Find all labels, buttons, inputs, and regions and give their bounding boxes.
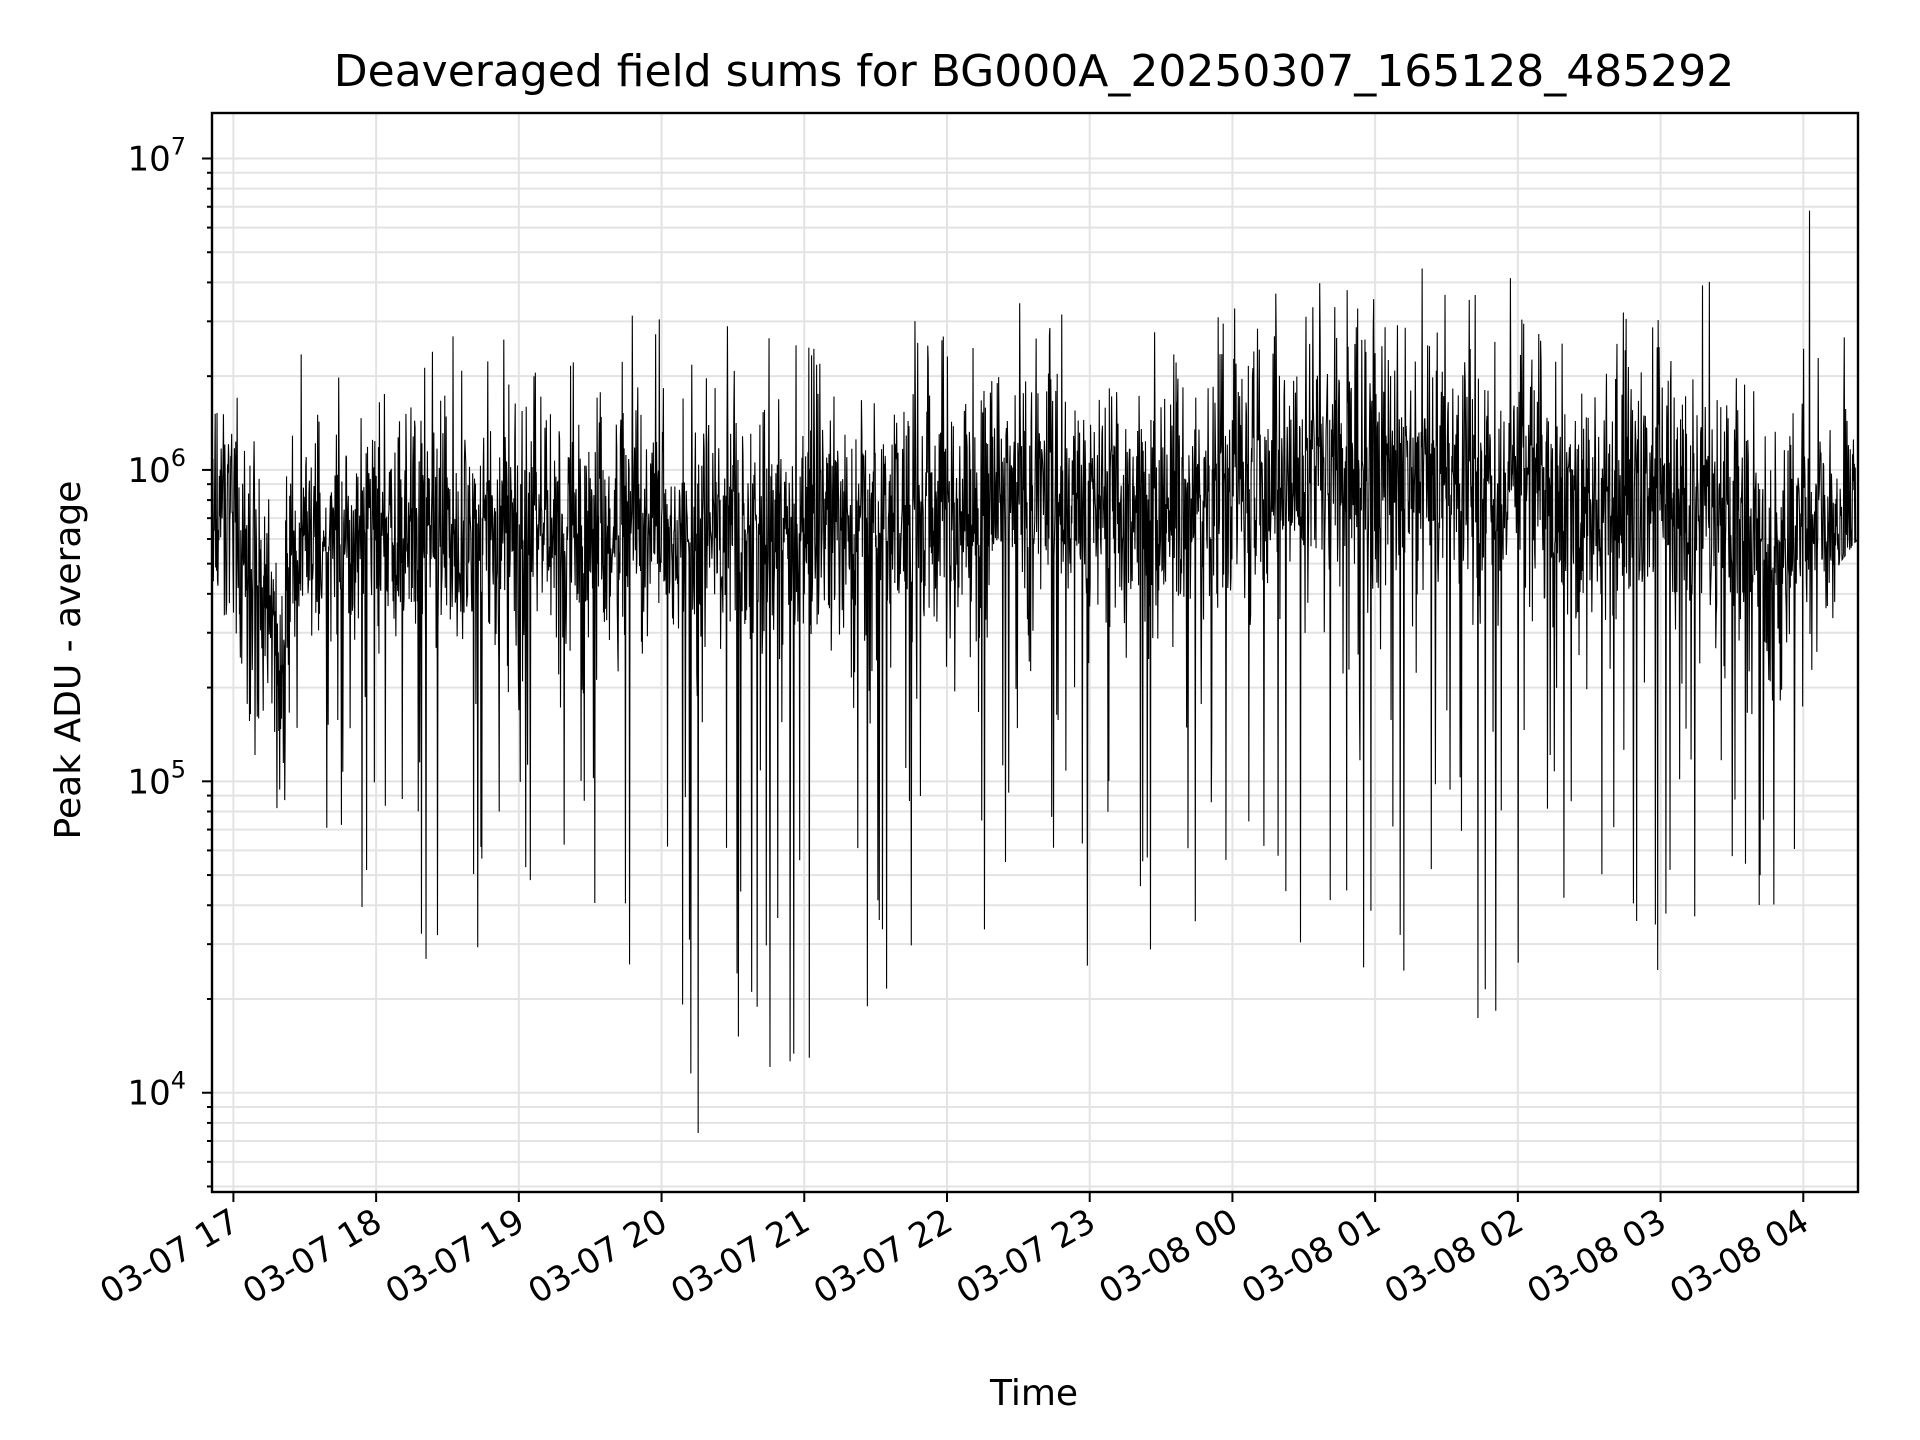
data-series-trace [211,210,1859,1133]
y-tick-label: 106 [127,444,186,491]
y-axis-label: Peak ADU - average [48,481,89,840]
chart-title: Deaveraged field sums for BG000A_2025030… [334,46,1734,97]
x-tick-label: 03-07 22 [807,1201,959,1312]
x-tick-label: 03-07 17 [94,1201,246,1312]
axes [210,111,1860,1194]
y-tick-label: 104 [127,1067,186,1114]
x-tick-label: 03-08 04 [1663,1201,1815,1312]
x-axis-label: Time [989,1373,1078,1414]
series-line [211,210,1859,1133]
x-tick-label: 03-07 20 [522,1201,674,1312]
plot-frame [210,111,1860,1194]
x-tick-label: 03-08 01 [1235,1201,1387,1312]
x-tick-label: 03-07 19 [379,1201,531,1312]
x-tick-label: 03-07 21 [664,1201,816,1312]
y-axis-ticks: 104 105 106 107 [127,133,212,1188]
x-tick-label: 03-08 03 [1521,1201,1673,1312]
y-tick-label: 107 [127,133,186,180]
x-tick-label: 03-08 02 [1378,1201,1530,1312]
x-tick-label: 03-07 23 [950,1201,1102,1312]
grid-lines [212,113,1858,1192]
y-tick-label: 105 [127,755,186,802]
x-tick-label: 03-08 00 [1093,1201,1245,1312]
x-tick-label: 03-07 18 [236,1201,388,1312]
